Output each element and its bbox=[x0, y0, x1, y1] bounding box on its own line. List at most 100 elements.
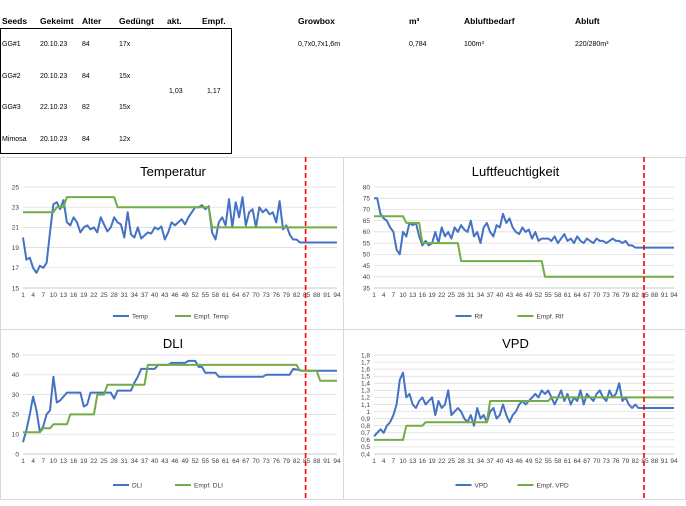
x-tick-label: 31 bbox=[467, 458, 475, 465]
x-tick-label: 58 bbox=[212, 292, 220, 299]
x-tick-label: 25 bbox=[100, 292, 108, 299]
x-tick-label: 73 bbox=[603, 292, 611, 299]
x-tick-label: 76 bbox=[612, 292, 620, 299]
seed-geduengt: 15x bbox=[119, 73, 131, 80]
x-tick-label: 79 bbox=[622, 292, 630, 299]
y-tick-label: 0,6 bbox=[361, 437, 370, 444]
chart-vpd-svg: VPD0,40,50,60,70,80,911,11,21,31,41,51,6… bbox=[361, 336, 678, 489]
y-tick-label: 0,5 bbox=[361, 444, 370, 451]
x-tick-label: 73 bbox=[262, 292, 270, 299]
x-tick-label: 61 bbox=[222, 292, 230, 299]
x-tick-label: 67 bbox=[583, 458, 591, 465]
y-tick-label: 70 bbox=[363, 207, 371, 214]
x-tick-label: 16 bbox=[70, 292, 78, 299]
x-tick-label: 40 bbox=[496, 458, 504, 465]
header-akt: akt. bbox=[167, 16, 182, 26]
growbox-value: 0,7x0,7x1,6m bbox=[298, 41, 341, 48]
legend-label: Empf. Temp bbox=[194, 313, 229, 320]
y-tick-label: 1,2 bbox=[361, 395, 370, 402]
x-tick-label: 61 bbox=[564, 458, 572, 465]
header-seeds: Seeds bbox=[2, 16, 28, 26]
chart-temperatur: Temperatur 15 17 19 21 23 25 1 4 7 10 13 16 19 22 25 28 3… bbox=[0, 157, 344, 330]
x-tick-label: 1 bbox=[372, 292, 376, 299]
seed-name: GG#3 bbox=[2, 104, 21, 111]
x-tick-label: 94 bbox=[333, 458, 341, 465]
x-tick-label: 64 bbox=[574, 458, 582, 465]
x-tick-label: 43 bbox=[161, 458, 169, 465]
x-tick-label: 58 bbox=[554, 458, 562, 465]
y-tick-label: 45 bbox=[363, 263, 371, 270]
y-tick-label: 0 bbox=[15, 451, 19, 458]
x-tick-label: 82 bbox=[632, 292, 640, 299]
chart-title: VPD bbox=[502, 336, 529, 351]
y-tick-label: 1,1 bbox=[361, 402, 370, 409]
x-tick-label: 85 bbox=[641, 458, 649, 465]
y-tick-label: 1,4 bbox=[361, 381, 370, 388]
x-tick-label: 28 bbox=[111, 292, 119, 299]
x-tick-label: 28 bbox=[111, 458, 119, 465]
x-tick-label: 79 bbox=[283, 458, 291, 465]
x-tick-label: 22 bbox=[438, 292, 446, 299]
x-tick-label: 19 bbox=[80, 458, 88, 465]
header-gekeimt: Gekeimt bbox=[40, 16, 74, 26]
x-tick-label: 16 bbox=[70, 458, 78, 465]
x-tick-label: 37 bbox=[487, 292, 495, 299]
y-tick-label: 1,6 bbox=[361, 366, 370, 373]
x-tick-label: 88 bbox=[313, 292, 321, 299]
x-tick-label: 88 bbox=[651, 292, 659, 299]
x-tick-label: 19 bbox=[428, 458, 436, 465]
seed-gekeimt: 20.10.23 bbox=[40, 41, 68, 48]
x-tick-label: 88 bbox=[651, 458, 659, 465]
x-tick-label: 55 bbox=[202, 458, 210, 465]
series-line-target bbox=[23, 363, 337, 434]
chart-title: Temperatur bbox=[140, 164, 206, 179]
x-tick-label: 94 bbox=[333, 292, 341, 299]
x-tick-label: 58 bbox=[212, 458, 220, 465]
chart-luftfeuchtigkeit: Luftfeuchtigkeit 35 40 45 50 55 60 65 70 75 80 1 4 7 1… bbox=[343, 157, 686, 330]
x-tick-label: 4 bbox=[382, 292, 386, 299]
header-m3: m³ bbox=[409, 16, 420, 26]
x-tick-label: 52 bbox=[535, 292, 543, 299]
header-abluftbedarf: Abluftbedarf bbox=[464, 16, 515, 26]
series-line-target bbox=[374, 396, 674, 441]
seed-name: Mimosa bbox=[2, 136, 27, 143]
x-tick-label: 10 bbox=[50, 292, 58, 299]
x-tick-label: 34 bbox=[477, 458, 485, 465]
x-tick-label: 85 bbox=[303, 292, 311, 299]
x-tick-label: 1 bbox=[21, 292, 25, 299]
x-tick-label: 52 bbox=[192, 292, 200, 299]
x-tick-label: 49 bbox=[525, 458, 533, 465]
x-tick-label: 46 bbox=[516, 292, 524, 299]
seed-gekeimt: 22.10.23 bbox=[40, 104, 68, 111]
x-tick-label: 85 bbox=[641, 292, 649, 299]
y-tick-label: 30 bbox=[12, 392, 20, 399]
header-alter: Alter bbox=[82, 16, 102, 26]
x-tick-label: 16 bbox=[419, 458, 427, 465]
header-growbox: Growbox bbox=[298, 16, 335, 26]
x-tick-label: 13 bbox=[60, 458, 68, 465]
x-tick-label: 82 bbox=[293, 458, 301, 465]
legend-label: Empf. DLI bbox=[194, 482, 223, 489]
x-tick-label: 76 bbox=[612, 458, 620, 465]
chart-title: DLI bbox=[163, 336, 183, 351]
header-abluft: Abluft bbox=[575, 16, 600, 26]
seed-alter: 84 bbox=[82, 41, 90, 48]
x-tick-label: 19 bbox=[428, 292, 436, 299]
x-tick-label: 4 bbox=[31, 292, 35, 299]
x-tick-label: 64 bbox=[574, 292, 582, 299]
x-tick-label: 64 bbox=[232, 458, 240, 465]
x-tick-label: 34 bbox=[131, 458, 139, 465]
x-tick-label: 4 bbox=[31, 458, 35, 465]
x-tick-label: 61 bbox=[222, 458, 230, 465]
seed-name: GG#1 bbox=[2, 41, 21, 48]
y-tick-label: 55 bbox=[363, 240, 371, 247]
x-tick-label: 13 bbox=[409, 458, 417, 465]
seed-name: GG#2 bbox=[2, 73, 21, 80]
seed-gekeimt: 20.10.23 bbox=[40, 73, 68, 80]
x-tick-label: 10 bbox=[50, 458, 58, 465]
x-tick-label: 43 bbox=[506, 292, 514, 299]
x-tick-label: 7 bbox=[392, 292, 396, 299]
y-tick-label: 10 bbox=[12, 432, 20, 439]
y-tick-label: 19 bbox=[12, 245, 20, 252]
